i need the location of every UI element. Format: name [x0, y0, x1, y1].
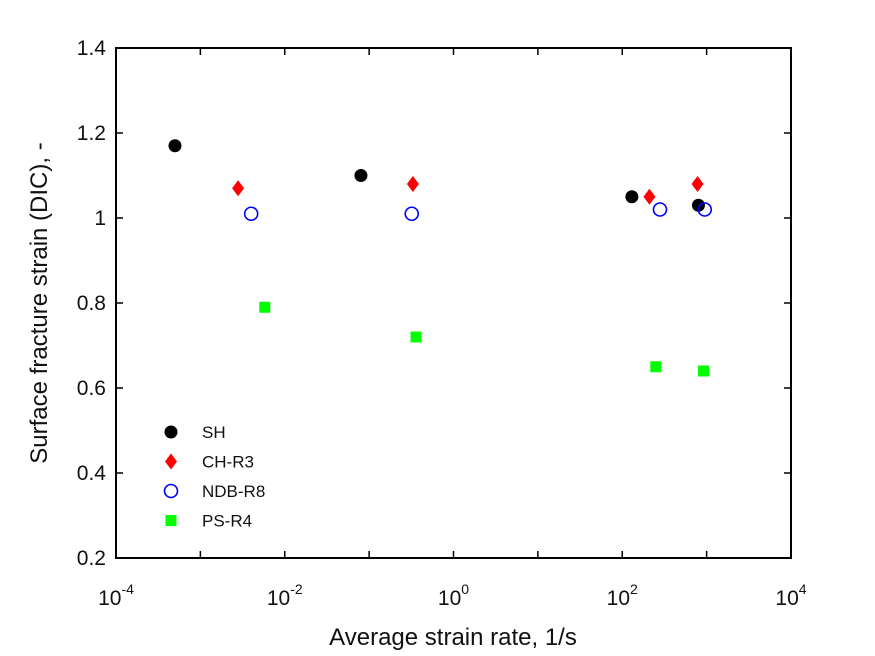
x-tick-label-base: 10 — [98, 587, 121, 610]
plot-area-frame — [115, 47, 792, 559]
data-point-ps-r4 — [698, 365, 710, 377]
x-tick-label: 104 — [775, 581, 806, 610]
y-tick-label: 0.6 — [77, 377, 106, 400]
y-tick-label: 0.4 — [77, 462, 107, 485]
x-tick-label: 10-4 — [98, 581, 134, 610]
x-tick-label-exponent: 0 — [461, 581, 469, 597]
data-point-ch-r3 — [691, 176, 704, 192]
x-tick-label: 10-2 — [267, 581, 303, 610]
legend-marker-ch-r3 — [165, 453, 177, 470]
data-point-ch-r3 — [406, 176, 419, 192]
y-tick-label: 1.4 — [77, 37, 107, 60]
legend-label: PS-R4 — [202, 512, 252, 531]
y-tick-label: 0.8 — [77, 292, 106, 315]
legend-label: CH-R3 — [202, 453, 254, 472]
x-tick-label-exponent: 2 — [630, 581, 638, 597]
legend-marker-sh — [164, 425, 178, 439]
y-axis-label: Surface fracture strain (DIC), - — [26, 142, 53, 463]
data-point-sh — [354, 169, 368, 182]
x-tick-label-base: 10 — [267, 587, 290, 610]
data-point-ps-r4 — [259, 301, 271, 313]
data-point-ndb-r8 — [697, 202, 713, 217]
data-point-ndb-r8 — [652, 202, 668, 217]
x-tick-label-exponent: 4 — [799, 581, 807, 597]
data-point-ps-r4 — [650, 361, 662, 373]
x-tick-label-exponent: -2 — [290, 581, 303, 597]
y-tick-label: 1.2 — [77, 122, 106, 145]
data-point-sh — [625, 190, 639, 204]
data-point-ndb-r8 — [404, 206, 420, 222]
legend-label: SH — [202, 423, 226, 442]
data-point-ps-r4 — [410, 331, 422, 343]
x-tick-label-base: 10 — [438, 587, 461, 610]
legend-marker-ps-r4 — [165, 515, 177, 526]
data-point-ndb-r8 — [243, 206, 259, 222]
data-point-sh — [691, 198, 705, 212]
x-tick-label: 102 — [607, 581, 638, 610]
y-tick-label: 0.2 — [77, 547, 106, 570]
legend-marker-ndb-r8 — [163, 483, 179, 499]
data-points — [168, 139, 713, 377]
y-tick-label: 1 — [94, 207, 106, 230]
data-point-sh — [168, 139, 182, 153]
data-point-ch-r3 — [643, 188, 656, 205]
data-point-ch-r3 — [232, 180, 245, 197]
x-tick-label-base: 10 — [607, 587, 630, 610]
x-axis-label: Average strain rate, 1/s — [329, 624, 577, 651]
x-tick-label: 100 — [438, 581, 469, 610]
legend: SH CH-R3 NDB-R8 PS-R4 — [163, 423, 265, 531]
x-tick-label-base: 10 — [775, 587, 798, 610]
legend-label: NDB-R8 — [202, 482, 265, 501]
tick-labels: 0.20.40.60.811.21.410-4 10-2 100 102 104 — [77, 37, 807, 610]
x-tick-label-exponent: -4 — [121, 581, 134, 597]
